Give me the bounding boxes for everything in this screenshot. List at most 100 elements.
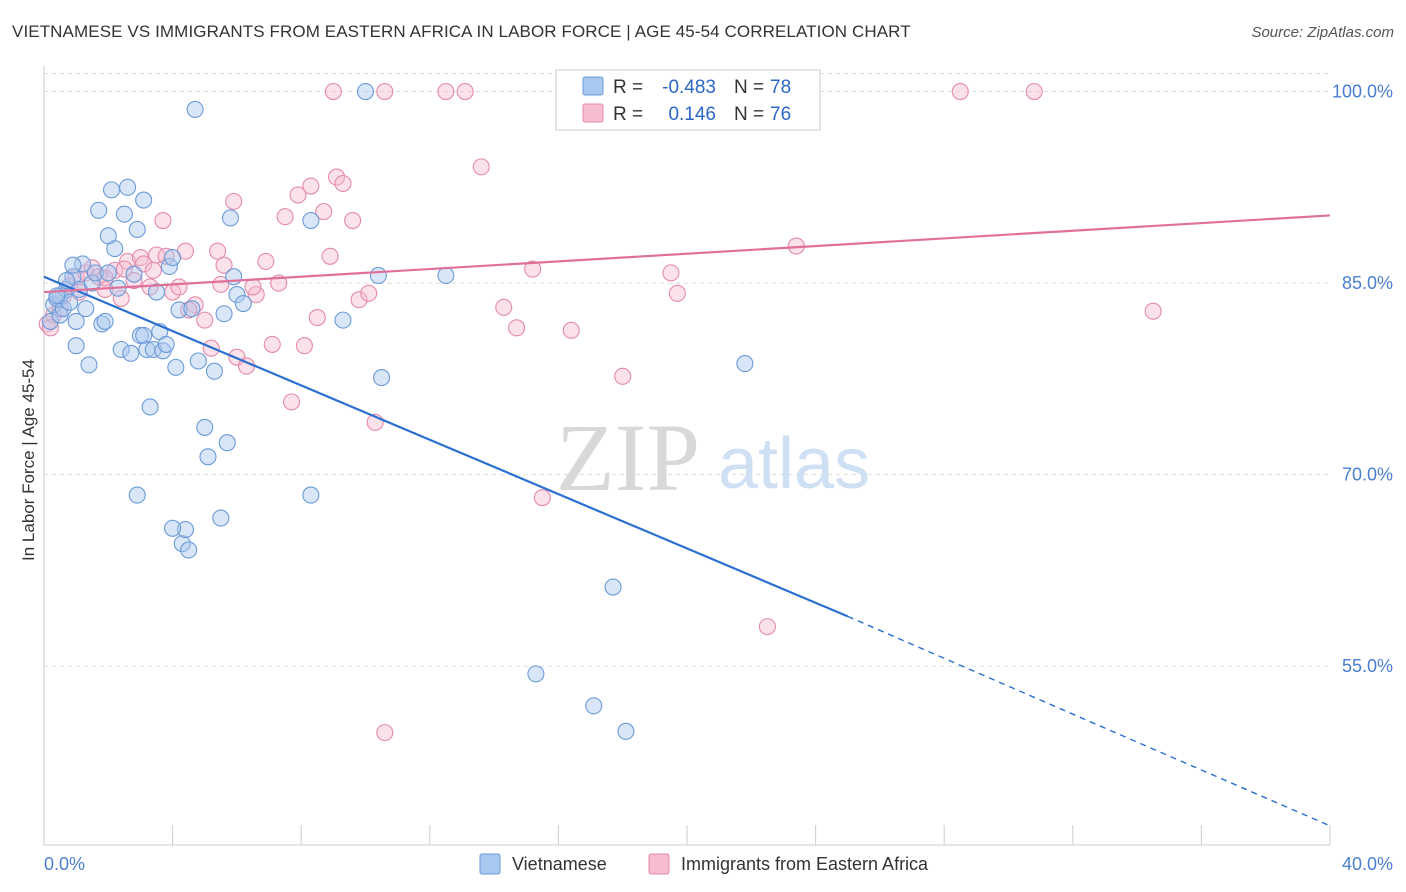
eastern-africa-point: [263, 335, 281, 353]
vietnamese-point: [141, 398, 159, 416]
vietnamese-point: [173, 535, 191, 553]
legend-swatch-eastern-africa: [582, 103, 604, 123]
eastern-africa-point: [315, 203, 333, 221]
eastern-africa-point: [170, 278, 188, 296]
vietnamese-point: [302, 486, 320, 504]
bottom-legend-label-vietnamese: Vietnamese: [512, 854, 607, 874]
vietnamese-point: [212, 509, 230, 527]
watermark-atlas: atlas: [718, 424, 870, 504]
legend-n-value-vietnamese: 78: [770, 77, 791, 98]
grid: [44, 73, 1330, 667]
vietnamese-point: [99, 227, 117, 245]
eastern-africa-point: [276, 208, 294, 226]
vietnamese-point: [128, 220, 146, 239]
data-points: [38, 82, 1162, 742]
vietnamese-point: [334, 311, 352, 329]
vietnamese-point: [157, 335, 175, 353]
eastern-africa-point: [225, 192, 243, 210]
eastern-africa-point: [334, 174, 352, 193]
vietnamese-point: [164, 519, 182, 537]
vietnamese-point: [186, 100, 204, 118]
legend-r-value-vietnamese: -0.483: [662, 77, 716, 98]
vietnamese-point: [77, 300, 95, 318]
eastern-africa-point: [456, 82, 474, 101]
eastern-africa-point: [154, 211, 172, 230]
eastern-africa-point: [662, 264, 680, 282]
vietnamese-point: [617, 722, 635, 740]
eastern-africa-point: [668, 284, 686, 302]
vietnamese-point: [167, 358, 185, 376]
y-tick-label: 55.0%: [1342, 656, 1393, 676]
eastern-africa-point: [1025, 82, 1043, 101]
eastern-africa-point: [951, 82, 969, 101]
chart-title: VIETNAMESE VS IMMIGRANTS FROM EASTERN AF…: [12, 22, 911, 41]
vietnamese-point: [176, 521, 195, 539]
vietnamese-point: [135, 191, 153, 209]
vietnamese-point: [102, 181, 121, 199]
vietnamese-point: [736, 355, 754, 373]
eastern-africa-point: [350, 291, 368, 309]
y-axis-title: In Labor Force | Age 45-54: [19, 359, 38, 561]
eastern-africa-point: [295, 337, 313, 355]
vietnamese-point: [41, 312, 59, 330]
x-tick-label: 0.0%: [44, 854, 85, 874]
eastern-africa-point: [215, 256, 233, 274]
vietnamese-point: [83, 274, 101, 292]
vietnamese-point: [112, 340, 130, 359]
vietnamese-point: [119, 178, 137, 196]
eastern-africa-point: [495, 298, 513, 316]
eastern-africa-point: [244, 278, 262, 296]
eastern-africa-point: [302, 177, 320, 195]
vietnamese-point: [128, 486, 146, 504]
legend-swatch-vietnamese: [582, 76, 604, 96]
eastern-africa-point: [289, 186, 307, 204]
eastern-africa-point: [1144, 302, 1162, 320]
eastern-africa-point: [257, 252, 275, 270]
vietnamese-point: [356, 82, 375, 101]
x-tick-label: 40.0%: [1342, 854, 1393, 874]
eastern-africa-point: [376, 82, 394, 101]
vietnamese-point: [373, 369, 391, 387]
vietnamese-point: [147, 283, 166, 301]
vietnamese-point: [225, 268, 243, 286]
eastern-africa-point: [112, 289, 130, 307]
eastern-africa-point: [324, 82, 342, 101]
vietnamese-point: [164, 249, 182, 267]
vietnamese-point: [221, 209, 240, 227]
vietnamese-point: [67, 312, 85, 330]
source-label: Source: ZipAtlas.com: [1251, 24, 1394, 41]
eastern-africa-point: [524, 260, 542, 278]
legend-r-label: R =: [613, 77, 643, 98]
vietnamese-point: [199, 448, 217, 466]
legend-n-label: N =: [734, 77, 764, 98]
vietnamese-point: [135, 326, 153, 345]
eastern-africa-point: [360, 284, 378, 302]
vietnamese-point: [196, 418, 214, 436]
bottom-legend-label-eastern-africa: Immigrants from Eastern Africa: [681, 854, 929, 874]
vietnamese-point: [228, 286, 246, 304]
eastern-africa-point: [283, 393, 301, 411]
vietnamese-point: [90, 201, 108, 219]
eastern-africa-point: [83, 259, 101, 277]
y-tick-label: 70.0%: [1342, 465, 1393, 485]
eastern-africa-point: [344, 211, 362, 230]
eastern-africa-point: [115, 260, 133, 278]
eastern-africa-point: [96, 269, 114, 287]
eastern-africa-point: [321, 247, 339, 265]
eastern-africa-point: [209, 242, 227, 260]
vietnamese-point: [234, 294, 252, 313]
vietnamese-point: [302, 211, 320, 230]
vietnamese-point: [585, 697, 603, 715]
eastern-africa-point: [144, 261, 162, 279]
eastern-africa-point: [125, 271, 143, 290]
eastern-africa-point: [157, 247, 175, 265]
vietnamese-point: [125, 265, 143, 283]
vietnamese-point: [437, 266, 455, 284]
legend-n-value-eastern-africa: 76: [770, 104, 791, 125]
vietnamese-point: [218, 434, 236, 452]
y-tick-label: 100.0%: [1332, 82, 1393, 102]
vietnamese-trend-line: [43, 275, 849, 618]
eastern-africa-point: [437, 82, 455, 101]
legend-r-label: R =: [613, 104, 643, 125]
